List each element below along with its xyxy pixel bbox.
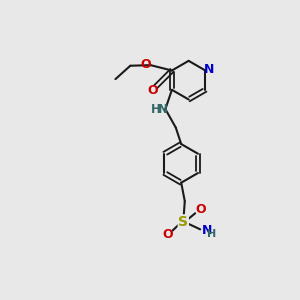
Text: H: H — [208, 230, 217, 239]
Text: O: O — [162, 228, 172, 241]
Text: N: N — [158, 103, 168, 116]
Text: H: H — [151, 103, 161, 116]
Text: O: O — [195, 203, 206, 216]
Text: S: S — [178, 215, 188, 229]
Text: O: O — [140, 58, 151, 71]
Text: N: N — [204, 62, 215, 76]
Text: N: N — [202, 224, 213, 237]
Text: O: O — [148, 84, 158, 97]
